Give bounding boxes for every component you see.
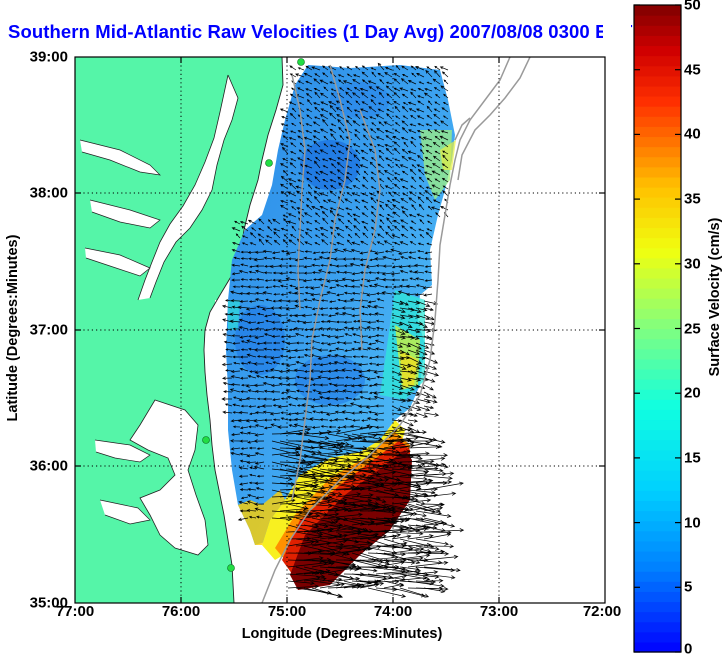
x-tick-label: 75:00 — [267, 603, 307, 620]
colorbar-margin — [603, 15, 631, 51]
colorbar-tick-label: 10 — [684, 514, 701, 532]
velocity-vectors — [221, 62, 465, 599]
station-marker-2 — [265, 159, 273, 167]
colorbar-tick-label: 15 — [684, 449, 701, 467]
isobath-contours — [261, 57, 531, 603]
y-tick-label: 39:00 — [29, 48, 68, 66]
map-title: Southern Mid-Atlantic Raw Velocities (1 … — [8, 21, 633, 42]
colorbar-tick-label: 5 — [684, 578, 693, 596]
axis-ticks — [75, 57, 605, 603]
x-tick-label: 73:00 — [479, 603, 519, 620]
y-tick-label: 35:00 — [29, 594, 68, 612]
colorbar-ticks — [634, 4, 681, 653]
station-marker-4 — [227, 564, 235, 572]
x-tick-label: 74:00 — [373, 603, 413, 620]
y-tick-label: 36:00 — [29, 457, 68, 475]
y-axis-label: Latitude (Degrees:Minutes) — [5, 234, 21, 422]
station-marker-3 — [202, 436, 210, 444]
colorbar-tick-label: 50 — [684, 0, 701, 14]
colorbar-tick-label: 20 — [684, 384, 701, 402]
x-tick-label: 77:00 — [55, 603, 95, 620]
colorbar-tick-label: 30 — [684, 255, 701, 273]
chesapeake-bay — [138, 75, 238, 300]
colorbar-tick-label: 45 — [684, 61, 701, 79]
colorbar-tick-label: 25 — [684, 320, 701, 338]
colorbar-tick-label: 40 — [684, 125, 701, 143]
pamlico-sound — [130, 400, 208, 555]
colorbar-tick-label: 0 — [684, 640, 693, 658]
colorbar-steps — [634, 5, 681, 653]
y-tick-label: 38:00 — [29, 184, 68, 202]
grid-lines — [75, 57, 605, 603]
x-tick-label: 76:00 — [161, 603, 201, 620]
colorbar-tick-label: 35 — [684, 190, 701, 208]
station-marker-1 — [297, 58, 305, 66]
x-axis-label: Longitude (Degrees:Minutes) — [241, 626, 443, 642]
y-tick-label: 37:00 — [29, 321, 68, 339]
hf-radar-stations — [202, 58, 305, 572]
x-tick-label: 72:00 — [582, 603, 622, 620]
colorbar-label: Surface Velocity (cm/s) — [707, 217, 723, 377]
